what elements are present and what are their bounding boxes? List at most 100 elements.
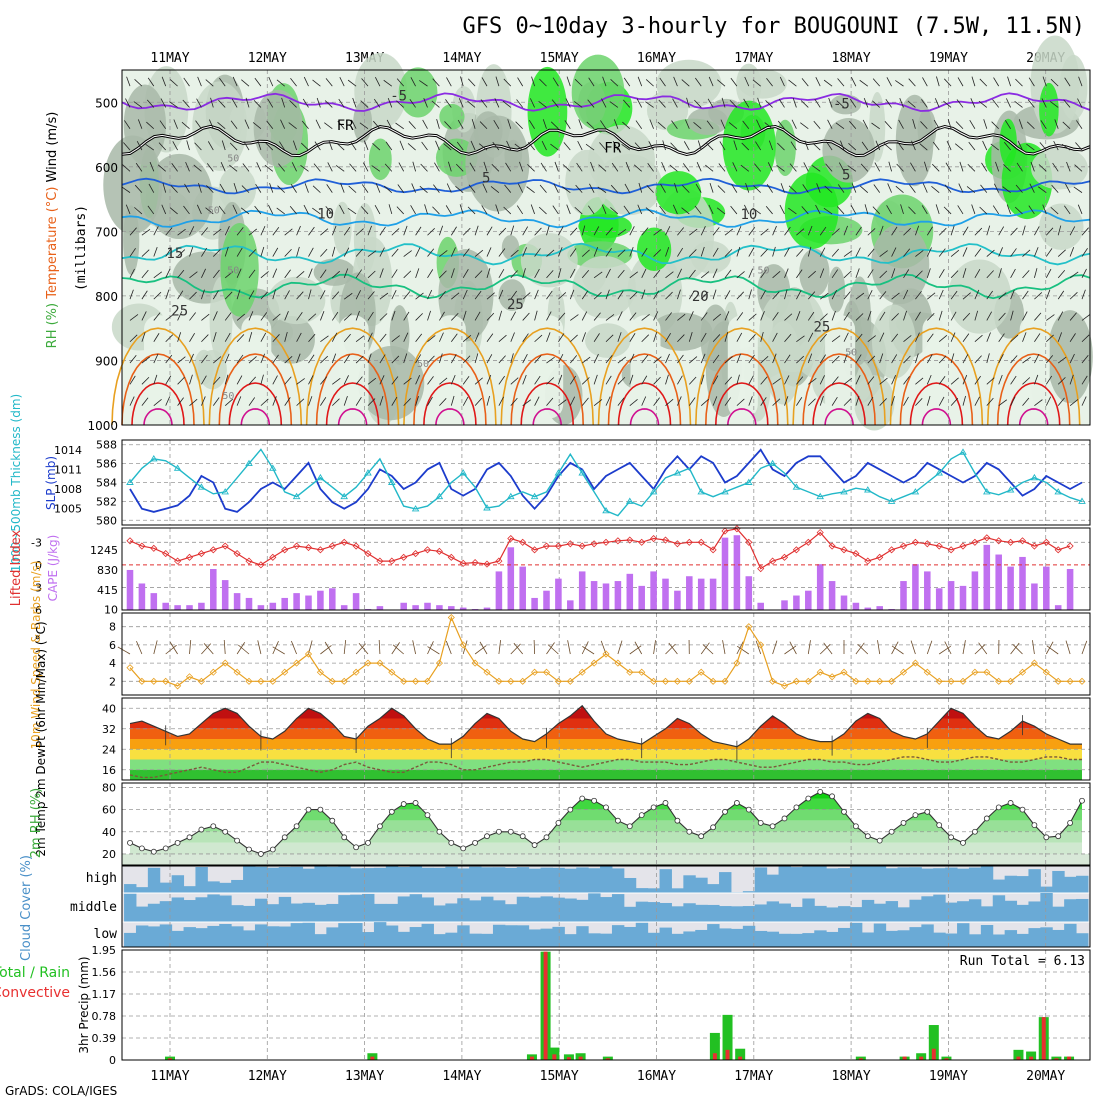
- wind-barb: [828, 97, 833, 108]
- wind-barb: [921, 99, 928, 108]
- wind-barb: [943, 78, 952, 87]
- cape-bar: [317, 590, 324, 610]
- cloud-bar: [266, 867, 280, 893]
- cape-bar: [567, 600, 574, 610]
- cloud-bar: [516, 896, 530, 922]
- wind-barb: [1004, 120, 1011, 129]
- wind-barb: [617, 397, 625, 406]
- wind-barb: [808, 398, 816, 406]
- wind-speed-marker: [483, 668, 491, 676]
- wind-barb: [177, 228, 186, 236]
- lifted-index-marker: [423, 546, 432, 554]
- wind-barb: [206, 163, 214, 172]
- wind-barb: [855, 396, 860, 406]
- wind-barb: [308, 375, 314, 385]
- top-date-label: 16MAY: [637, 51, 676, 66]
- rh2m-marker: [972, 828, 978, 835]
- wind-barb: [1057, 377, 1066, 385]
- wind-barb: [474, 377, 483, 385]
- wind-barb: [367, 291, 375, 300]
- cloud-bar: [231, 905, 244, 922]
- wind-barb: [863, 97, 869, 108]
- thickness-marker: [935, 469, 943, 476]
- rh-region: [655, 170, 702, 215]
- wind-barb: [879, 291, 887, 300]
- wind-barb: [962, 226, 969, 236]
- wind-barb: [534, 310, 538, 321]
- wind-barb: [707, 98, 714, 108]
- wind-barb: [831, 228, 840, 236]
- wind-barb: [1039, 142, 1047, 151]
- wind-barb: [850, 204, 857, 215]
- wind-barb: [196, 98, 202, 108]
- wind-barb: [986, 225, 991, 236]
- panel-frame: [121, 865, 1091, 948]
- temperature-contour: [121, 177, 1091, 195]
- cloud-bar: [254, 866, 268, 893]
- lifted-index-marker: [233, 550, 241, 558]
- wind-barb: [705, 142, 714, 151]
- wind-barb: [474, 249, 484, 257]
- thickness-tick-label: 582: [96, 495, 117, 508]
- wind-barb: [718, 163, 726, 172]
- wind-barb: [712, 375, 719, 385]
- wind-barb-10m: [700, 642, 710, 655]
- wind-barb: [474, 290, 482, 300]
- wind-barb: [689, 249, 697, 257]
- wind-barb: [879, 377, 888, 385]
- wind-barb: [736, 246, 741, 257]
- wind-barb: [733, 140, 738, 151]
- lifted-index-marker: [888, 546, 896, 554]
- bottom-date-label: 12MAY: [248, 1069, 287, 1084]
- wind-barb: [891, 395, 895, 406]
- wind-barb: [819, 226, 827, 236]
- rh2m-marker: [257, 851, 264, 857]
- cape-bar: [1066, 569, 1074, 610]
- wind-barb: [565, 98, 571, 108]
- cloud-bar: [540, 896, 553, 922]
- wind-barb: [980, 184, 988, 193]
- lifted-index-marker: [959, 542, 967, 550]
- wind-barb: [776, 164, 785, 172]
- rh2m-axis-label: 2m RH (%): [29, 788, 44, 859]
- cloud-bar: [397, 896, 411, 922]
- wind-barb: [308, 354, 315, 364]
- rh2m-marker: [948, 834, 954, 841]
- wind-barb: [653, 290, 660, 300]
- wind-barb: [938, 396, 945, 406]
- wind-barb: [373, 98, 381, 108]
- wind-barb: [729, 99, 738, 108]
- wind-barb: [534, 334, 543, 343]
- wind-speed-marker: [650, 677, 658, 685]
- wind-barb: [908, 78, 916, 87]
- wind-barb: [931, 163, 940, 172]
- wind-barb: [796, 269, 803, 279]
- wind-barb: [766, 184, 773, 193]
- wind-barb: [879, 332, 885, 342]
- cloud-bar: [826, 907, 839, 922]
- wind-barb: [254, 205, 262, 215]
- wind-barb: [350, 141, 357, 151]
- thickness-marker: [721, 488, 729, 495]
- rh-dry-region: [630, 315, 661, 419]
- cloud-bar: [171, 930, 185, 947]
- wind-barb: [1022, 249, 1031, 257]
- rh2m-marker: [281, 834, 288, 841]
- cloud-bar: [742, 925, 756, 947]
- wind-barb: [605, 289, 610, 300]
- wind-speed-marker: [281, 668, 289, 676]
- cloud-bar: [576, 926, 589, 947]
- cloud-bar: [350, 894, 363, 922]
- lifted-index-marker: [221, 542, 229, 550]
- wind-barb: [838, 162, 845, 172]
- wind-barb: [909, 184, 916, 193]
- wind-barb: [439, 291, 446, 300]
- wind-barb: [1034, 312, 1042, 321]
- wind-barb: [772, 225, 777, 236]
- cloud-bar: [576, 867, 589, 893]
- rh-floor: [122, 853, 1090, 865]
- wind-barb: [593, 271, 603, 279]
- wind-barb: [296, 398, 305, 406]
- wind-barb: [879, 250, 888, 257]
